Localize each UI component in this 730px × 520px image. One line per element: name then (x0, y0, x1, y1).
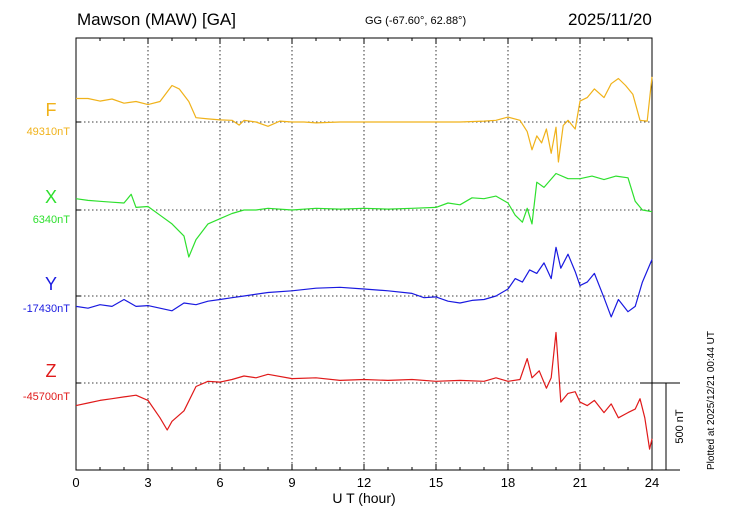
series-group (75, 76, 653, 450)
x-tick-label: 24 (645, 475, 659, 490)
component-labels: F 49310nT X 6340nT Y -17430nT Z -45700nT (23, 100, 70, 403)
x-tick-label: 21 (573, 475, 587, 490)
baselines (76, 121, 652, 384)
x-tick-label: 0 (72, 475, 79, 490)
component-name-x: X (45, 187, 57, 207)
station-title: Mawson (MAW) [GA] (77, 10, 236, 29)
x-tick-label: 9 (288, 475, 295, 490)
baseline-value-z: -45700nT (23, 391, 70, 403)
component-name-z: Z (46, 361, 57, 381)
x-tick-label: 3 (144, 475, 151, 490)
component-name-y: Y (45, 274, 57, 294)
x-axis: 0 3 6 9 12 15 18 21 24 (72, 38, 659, 490)
baseline-value-x: 6340nT (33, 214, 71, 226)
series-line-x (75, 172, 653, 258)
x-axis-label: U T (hour) (332, 490, 395, 506)
series-line-f (76, 76, 653, 163)
component-name-f: F (46, 100, 57, 120)
plot-date: 2025/11/20 (568, 10, 652, 29)
series-line-y (75, 246, 653, 318)
series-line-z (75, 331, 653, 450)
baseline-value-f: 49310nT (27, 126, 71, 138)
scale-bar: 500 nT (640, 382, 686, 471)
x-tick-label: 12 (357, 475, 371, 490)
x-tick-label: 15 (429, 475, 443, 490)
baseline-value-y: -17430nT (23, 303, 70, 315)
grid (147, 38, 581, 470)
x-tick-label: 6 (216, 475, 223, 490)
x-tick-label: 18 (501, 475, 515, 490)
scale-bar-label: 500 nT (674, 409, 686, 444)
geographic-coordinates: GG (-67.60°, 62.88°) (365, 15, 467, 27)
